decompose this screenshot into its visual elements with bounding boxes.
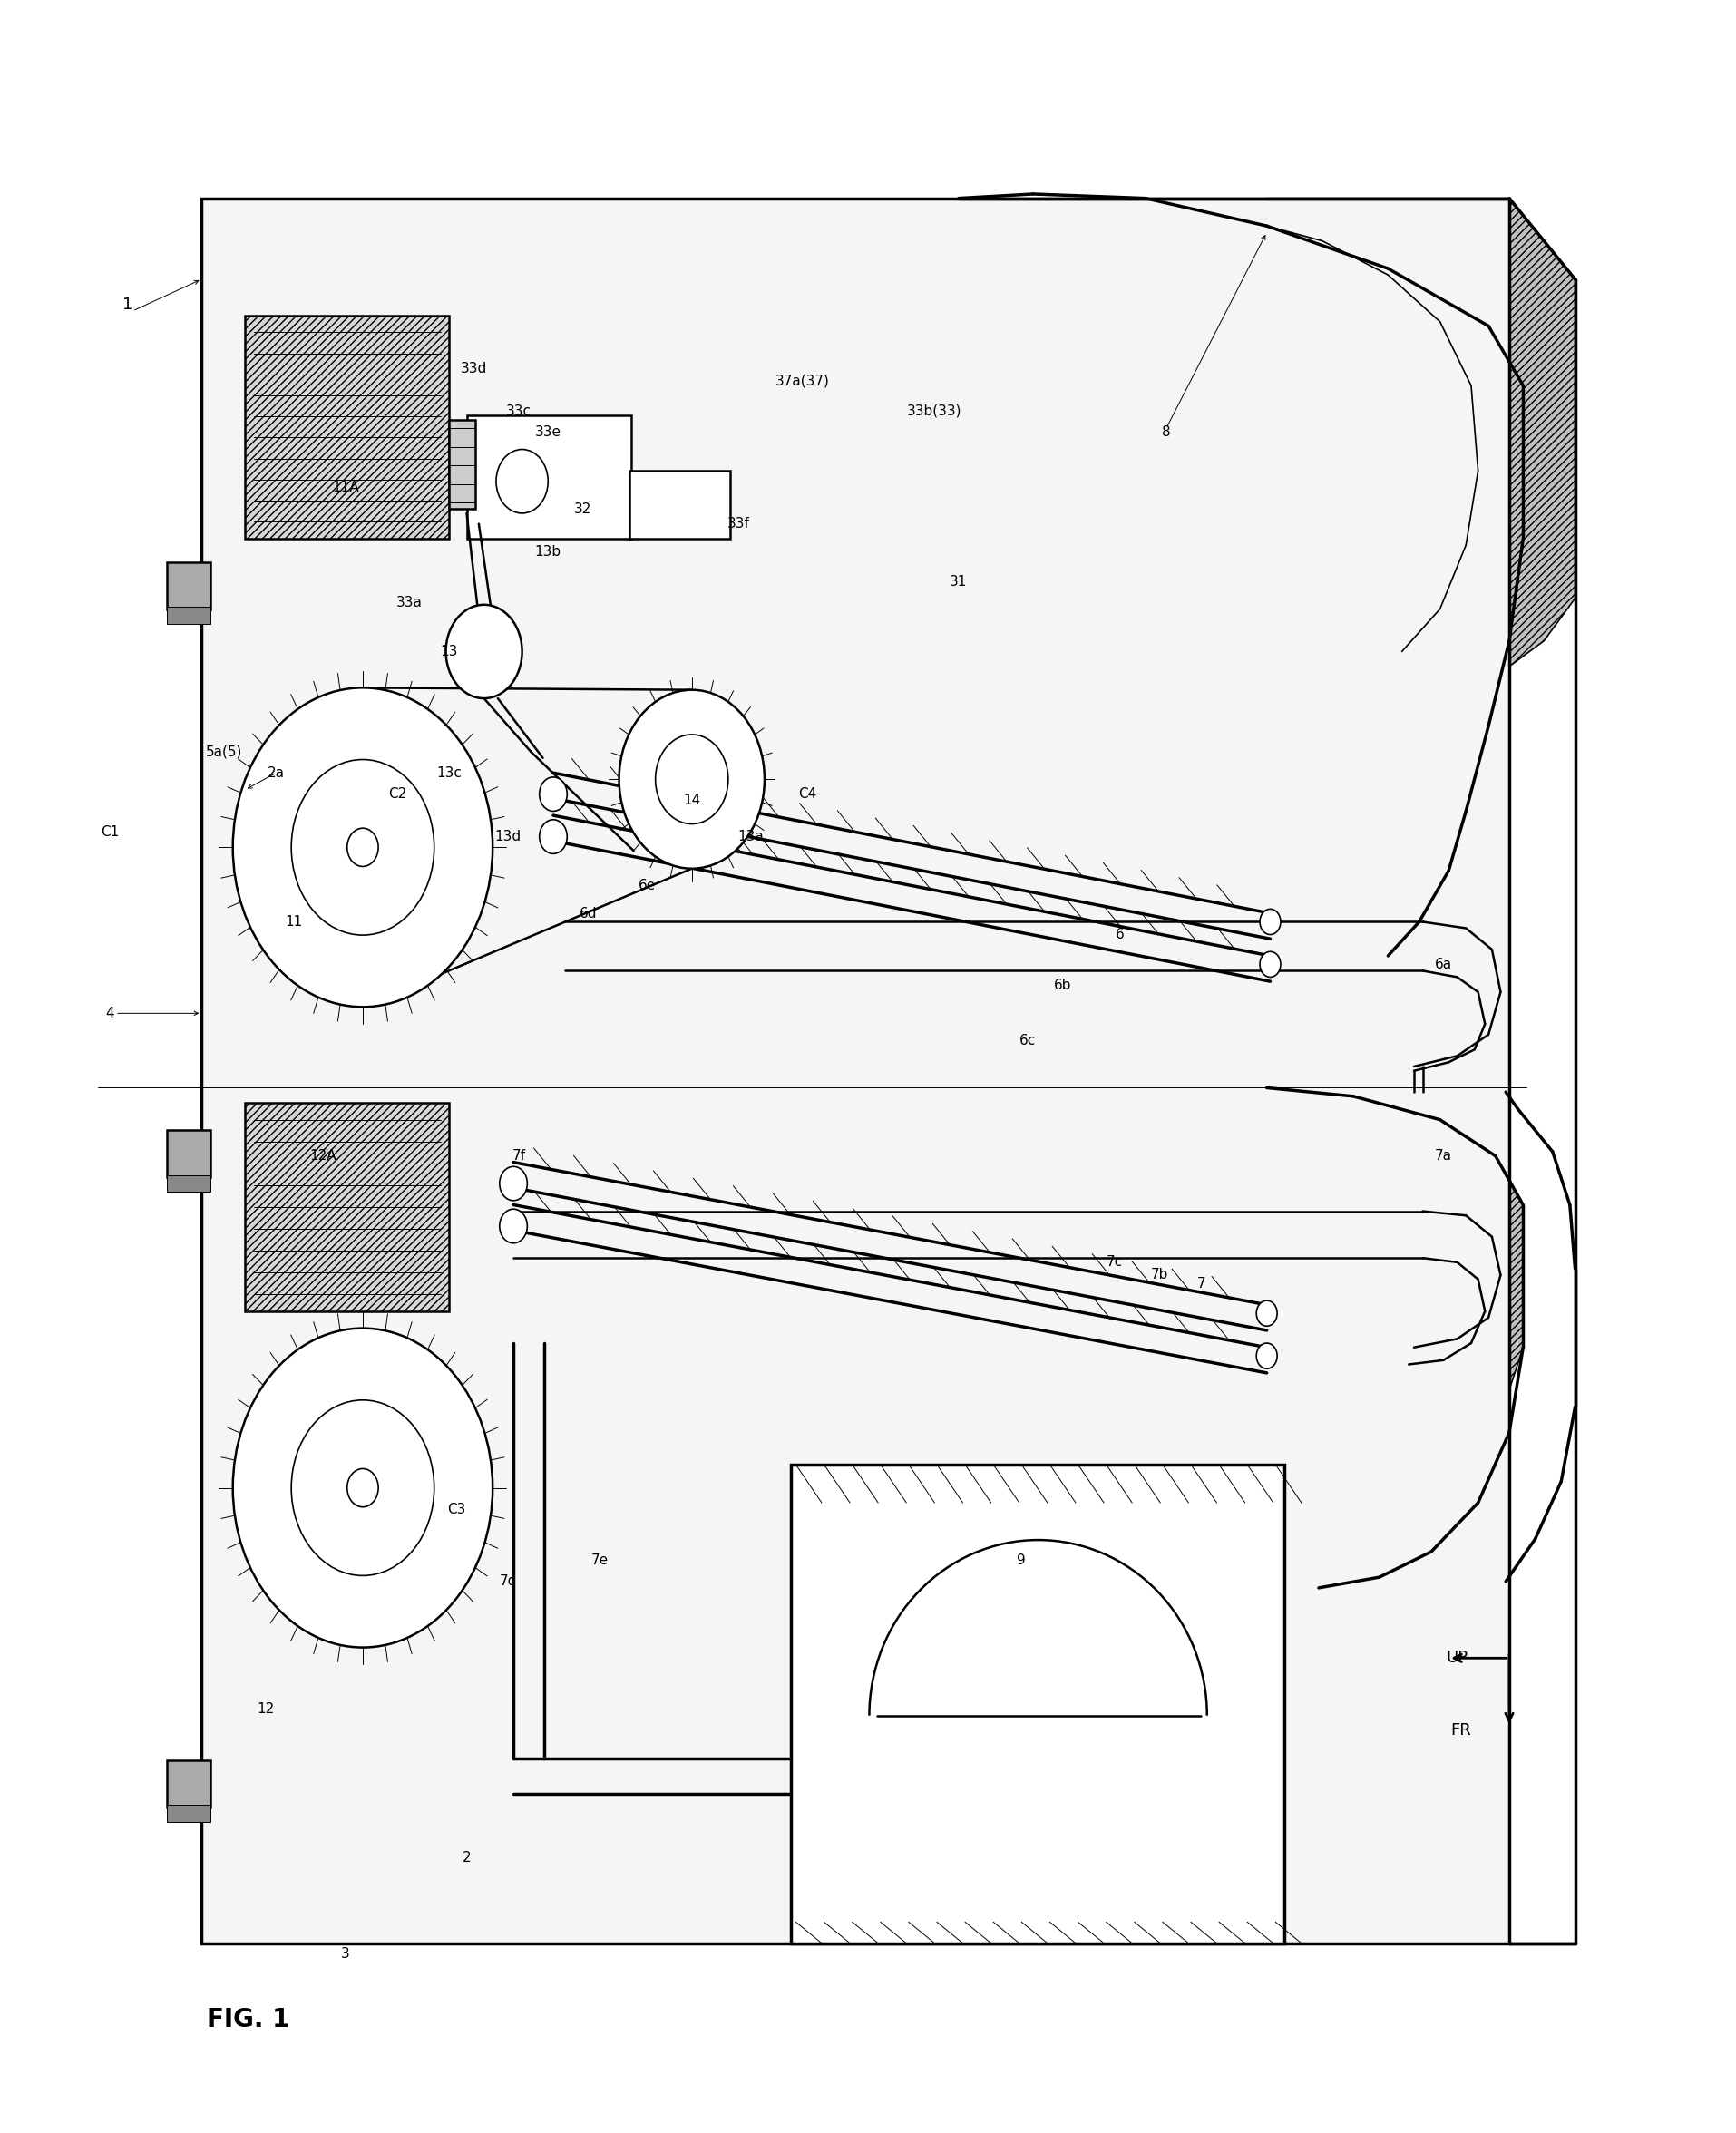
Bar bbox=[450, 420, 476, 510]
Text: 7b: 7b bbox=[1149, 1269, 1168, 1282]
Text: 3: 3 bbox=[340, 1947, 349, 1960]
Circle shape bbox=[496, 450, 549, 514]
Text: 7c: 7c bbox=[1106, 1256, 1121, 1269]
Text: 6a: 6a bbox=[1434, 958, 1451, 971]
Text: 6b: 6b bbox=[1054, 979, 1071, 992]
Circle shape bbox=[1255, 1301, 1276, 1327]
Text: 13c: 13c bbox=[436, 766, 462, 781]
Text: 6d: 6d bbox=[578, 907, 597, 919]
Text: 7f: 7f bbox=[512, 1150, 526, 1162]
Text: 11: 11 bbox=[285, 915, 302, 928]
Text: 7d: 7d bbox=[500, 1574, 517, 1589]
Text: 12: 12 bbox=[257, 1702, 274, 1715]
Bar bbox=[167, 608, 210, 623]
Text: 13a: 13a bbox=[738, 830, 764, 843]
Text: 13b: 13b bbox=[535, 544, 561, 559]
Polygon shape bbox=[1042, 198, 1522, 793]
Circle shape bbox=[446, 606, 523, 697]
Circle shape bbox=[1255, 1344, 1276, 1369]
Text: 11A: 11A bbox=[332, 480, 359, 495]
Text: 33d: 33d bbox=[460, 363, 486, 375]
Text: 9: 9 bbox=[1016, 1553, 1024, 1568]
Text: 12A: 12A bbox=[309, 1150, 337, 1162]
Text: C1: C1 bbox=[101, 825, 120, 838]
Text: 6e: 6e bbox=[637, 879, 654, 892]
Circle shape bbox=[347, 1470, 378, 1508]
Bar bbox=[245, 316, 450, 540]
Text: 5a(5): 5a(5) bbox=[207, 744, 243, 759]
Text: 7e: 7e bbox=[590, 1553, 608, 1568]
Circle shape bbox=[540, 819, 568, 853]
Text: 33b(33): 33b(33) bbox=[906, 405, 962, 418]
Circle shape bbox=[233, 687, 493, 1007]
Bar bbox=[167, 1760, 210, 1807]
Polygon shape bbox=[1266, 198, 1575, 700]
Bar bbox=[167, 1130, 210, 1177]
Bar bbox=[167, 1805, 210, 1822]
Text: C2: C2 bbox=[389, 787, 406, 800]
Text: 4: 4 bbox=[106, 1007, 115, 1020]
Circle shape bbox=[500, 1209, 528, 1244]
Bar bbox=[201, 198, 1509, 1943]
Text: 8: 8 bbox=[1161, 427, 1170, 439]
Text: 2a: 2a bbox=[267, 766, 285, 781]
Text: 2: 2 bbox=[462, 1851, 470, 1864]
Text: C3: C3 bbox=[446, 1502, 465, 1517]
Text: 13d: 13d bbox=[495, 830, 521, 843]
Circle shape bbox=[292, 1399, 434, 1576]
Text: 33e: 33e bbox=[535, 427, 561, 439]
Text: FIG. 1: FIG. 1 bbox=[207, 2007, 290, 2033]
Text: 7a: 7a bbox=[1434, 1150, 1451, 1162]
Bar bbox=[167, 1175, 210, 1192]
Text: 31: 31 bbox=[950, 574, 967, 589]
Circle shape bbox=[347, 828, 378, 866]
Bar bbox=[167, 563, 210, 610]
Text: 13: 13 bbox=[441, 644, 458, 659]
Text: 37a(37): 37a(37) bbox=[774, 375, 830, 388]
Circle shape bbox=[654, 734, 727, 823]
Text: 33f: 33f bbox=[727, 516, 750, 531]
Text: 1: 1 bbox=[122, 296, 132, 314]
Text: 33a: 33a bbox=[396, 595, 422, 610]
Text: 6: 6 bbox=[1115, 928, 1123, 941]
Text: 33c: 33c bbox=[505, 405, 531, 418]
Text: 7: 7 bbox=[1196, 1278, 1205, 1290]
Circle shape bbox=[500, 1167, 528, 1201]
Circle shape bbox=[233, 1329, 493, 1647]
Circle shape bbox=[540, 776, 568, 811]
Bar bbox=[790, 1465, 1283, 1943]
Bar bbox=[628, 471, 729, 540]
Text: 14: 14 bbox=[682, 793, 700, 806]
Circle shape bbox=[1259, 909, 1279, 934]
Text: 6c: 6c bbox=[1019, 1035, 1035, 1047]
Bar bbox=[467, 416, 630, 540]
Circle shape bbox=[292, 759, 434, 934]
Text: 32: 32 bbox=[573, 501, 592, 516]
Text: C4: C4 bbox=[799, 787, 816, 800]
Text: UP: UP bbox=[1446, 1651, 1467, 1666]
Circle shape bbox=[618, 689, 764, 868]
Text: FR: FR bbox=[1450, 1721, 1470, 1738]
Circle shape bbox=[1259, 951, 1279, 977]
Polygon shape bbox=[1266, 1088, 1522, 1566]
Bar bbox=[245, 1103, 450, 1312]
